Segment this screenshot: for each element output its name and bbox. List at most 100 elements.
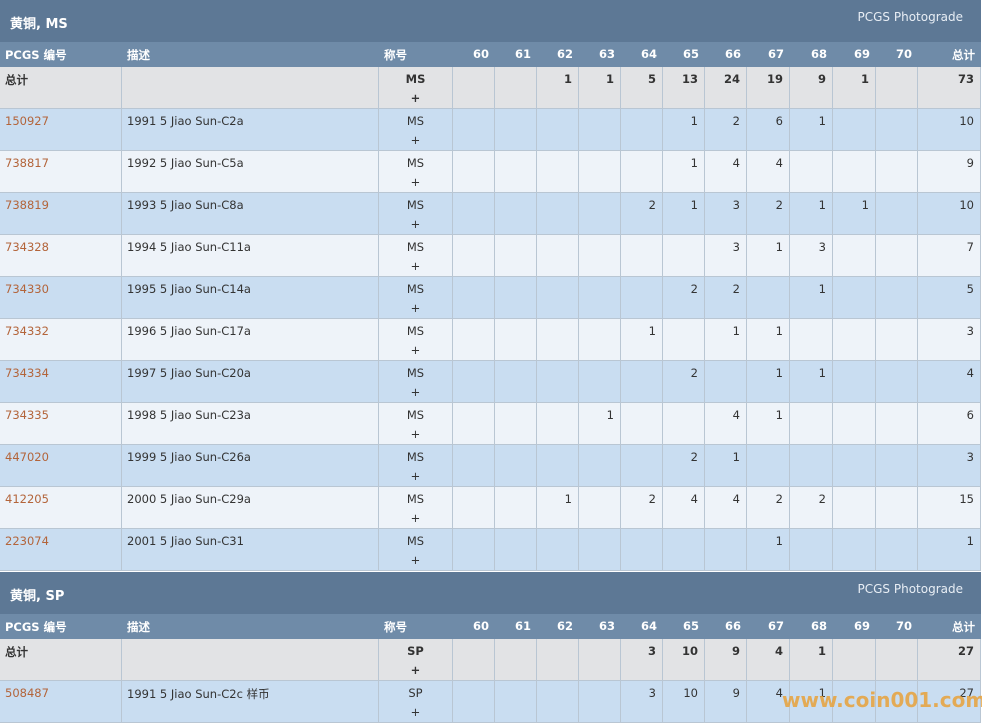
coin-row: 734335 1998 5 Jiao Sun-C23a MS +1 4 1 6 (0, 403, 981, 445)
grade-count: 1 (621, 319, 663, 360)
grade-count (537, 235, 579, 276)
column-title: 68 (810, 619, 827, 633)
grade-count: 15 (918, 487, 981, 528)
grade-count (453, 639, 495, 680)
pcgs-number[interactable]: 734334 (0, 361, 122, 402)
grade-count (833, 151, 876, 192)
grade-count: 13 (663, 67, 705, 108)
column-title: 总计 (952, 620, 975, 634)
grade-count (621, 235, 663, 276)
grade-count: 4 (705, 403, 747, 444)
grade-count (876, 487, 918, 528)
grade-count (537, 193, 579, 234)
grade-count (495, 639, 537, 680)
grade-count (579, 639, 621, 680)
column-title: 65 (682, 619, 699, 633)
grade-count (747, 445, 790, 486)
column-header: PCGS 编号 描述 称号 60 61 62 63 64 65 66 67 68 69 70 总计 (0, 42, 981, 67)
grade-count (579, 487, 621, 528)
grade-count (579, 235, 621, 276)
total-row: 总计 MS +1 1 5 13 24 19 9 1 73 (0, 67, 981, 109)
grade-count: 1 (790, 361, 833, 402)
pcgs-number[interactable]: 150927 (0, 109, 122, 150)
designation-plus: + (410, 385, 421, 399)
grade-count (537, 277, 579, 318)
pcgs-number[interactable]: 412205 (0, 487, 122, 528)
grade-count: 73 (918, 67, 981, 108)
description: 1996 5 Jiao Sun-C17a (122, 319, 379, 360)
designation-plus: + (410, 175, 421, 189)
column-title: 60 (472, 619, 489, 633)
designation: SP + (379, 639, 453, 680)
grade-count (833, 109, 876, 150)
designation-code: MS (406, 156, 425, 170)
photograde-link[interactable]: PCGS Photograde (857, 582, 963, 596)
grade-count (453, 529, 495, 570)
grade-count (790, 403, 833, 444)
grade-count: 27 (918, 639, 981, 680)
pcgs-number[interactable]: 734332 (0, 319, 122, 360)
grade-count: 27 (918, 681, 981, 722)
grade-count (621, 445, 663, 486)
grade-count: 24 (705, 67, 747, 108)
section-header: 黄铜, MS PCGS Photograde (0, 0, 981, 42)
grade-count (495, 67, 537, 108)
grade-count (621, 529, 663, 570)
grade-count (453, 235, 495, 276)
grade-count: 1 (833, 67, 876, 108)
column-title: 称号 (384, 48, 407, 62)
grade-count: 1 (705, 445, 747, 486)
grade-count (876, 235, 918, 276)
designation-code: SP (408, 686, 423, 700)
pcgs-number[interactable]: 447020 (0, 445, 122, 486)
grade-count: 2 (663, 445, 705, 486)
column-title: 61 (514, 619, 531, 633)
grade-count: 1 (790, 639, 833, 680)
grade-count (495, 403, 537, 444)
designation-plus: + (410, 469, 421, 483)
grade-count (833, 319, 876, 360)
grade-count: 1 (663, 193, 705, 234)
pcgs-number[interactable]: 738819 (0, 193, 122, 234)
grade-count: 2 (747, 193, 790, 234)
grade-count: 4 (747, 681, 790, 722)
pcgs-number[interactable]: 508487 (0, 681, 122, 722)
grade-count (579, 529, 621, 570)
grade-count (495, 319, 537, 360)
grade-count: 3 (918, 445, 981, 486)
grade-count: 1 (790, 193, 833, 234)
grade-count: 3 (621, 639, 663, 680)
grade-count: 2 (705, 109, 747, 150)
grade-count: 1 (790, 277, 833, 318)
column-title: 67 (767, 47, 784, 61)
grade-count (579, 193, 621, 234)
grade-count: 1 (579, 67, 621, 108)
grade-count: 7 (918, 235, 981, 276)
grade-count: 1 (663, 109, 705, 150)
grade-count: 9 (918, 151, 981, 192)
grade-count: 1 (918, 529, 981, 570)
grade-count (833, 277, 876, 318)
grade-count: 2 (621, 487, 663, 528)
grade-count: 10 (918, 109, 981, 150)
designation-code: MS (406, 408, 425, 422)
grade-count (579, 681, 621, 722)
grade-count (833, 445, 876, 486)
coin-row: 738817 1992 5 Jiao Sun-C5a MS +1 4 4 9 (0, 151, 981, 193)
pcgs-number[interactable]: 734330 (0, 277, 122, 318)
pcgs-number[interactable]: 738817 (0, 151, 122, 192)
designation-code: MS (406, 450, 425, 464)
pcgs-number[interactable]: 734335 (0, 403, 122, 444)
description: 1998 5 Jiao Sun-C23a (122, 403, 379, 444)
section-title: 黄铜, SP (10, 589, 65, 604)
grade-count (705, 361, 747, 402)
description: 1991 5 Jiao Sun-C2a (122, 109, 379, 150)
designation-plus: + (410, 511, 421, 525)
grade-count: 4 (747, 151, 790, 192)
designation: MS + (379, 403, 453, 444)
pcgs-number[interactable]: 734328 (0, 235, 122, 276)
photograde-link[interactable]: PCGS Photograde (857, 10, 963, 24)
grade-count: 1 (833, 193, 876, 234)
designation: MS + (379, 109, 453, 150)
pcgs-number[interactable]: 223074 (0, 529, 122, 570)
